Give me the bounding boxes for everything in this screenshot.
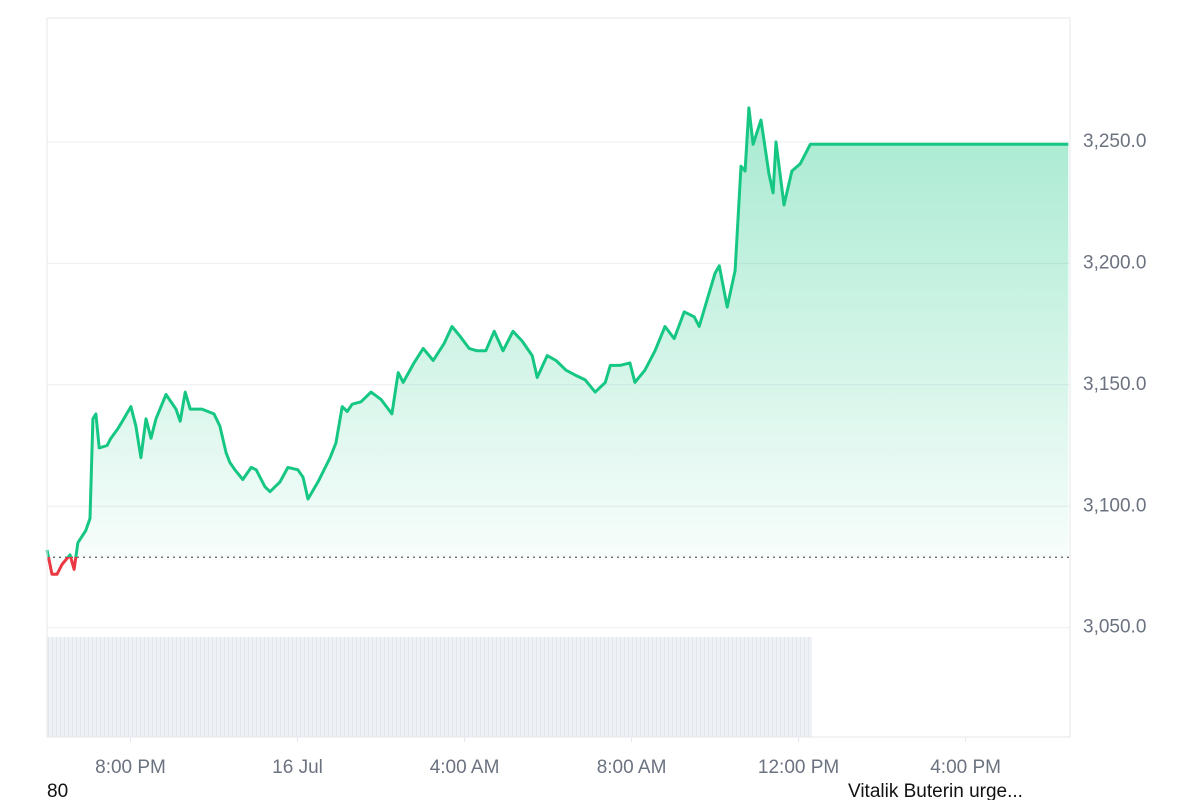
footer-right[interactable]: Vitalik Buterin urge... bbox=[848, 781, 1023, 800]
y-tick-label: 3,100.0 bbox=[1083, 495, 1146, 516]
x-tick-label: 12:00 PM bbox=[758, 757, 839, 778]
area bbox=[47, 107, 1069, 575]
x-tick-label: 4:00 PM bbox=[930, 757, 1001, 778]
price-line bbox=[45, 106, 1069, 576]
y-tick-label: 3,250.0 bbox=[1083, 131, 1146, 152]
y-tick-label: 3,050.0 bbox=[1083, 617, 1146, 638]
x-tick-label: 16 Jul bbox=[272, 757, 323, 778]
y-tick-label: 3,150.0 bbox=[1083, 374, 1146, 395]
y-tick-label: 3,200.0 bbox=[1083, 252, 1146, 273]
plot-frame bbox=[46, 17, 1071, 738]
volume-area bbox=[47, 637, 812, 737]
x-tick-label: 8:00 AM bbox=[597, 757, 667, 778]
x-tick-label: 8:00 PM bbox=[95, 757, 166, 778]
footer-left: 80 bbox=[47, 781, 68, 800]
x-tick-label: 4:00 AM bbox=[430, 757, 500, 778]
